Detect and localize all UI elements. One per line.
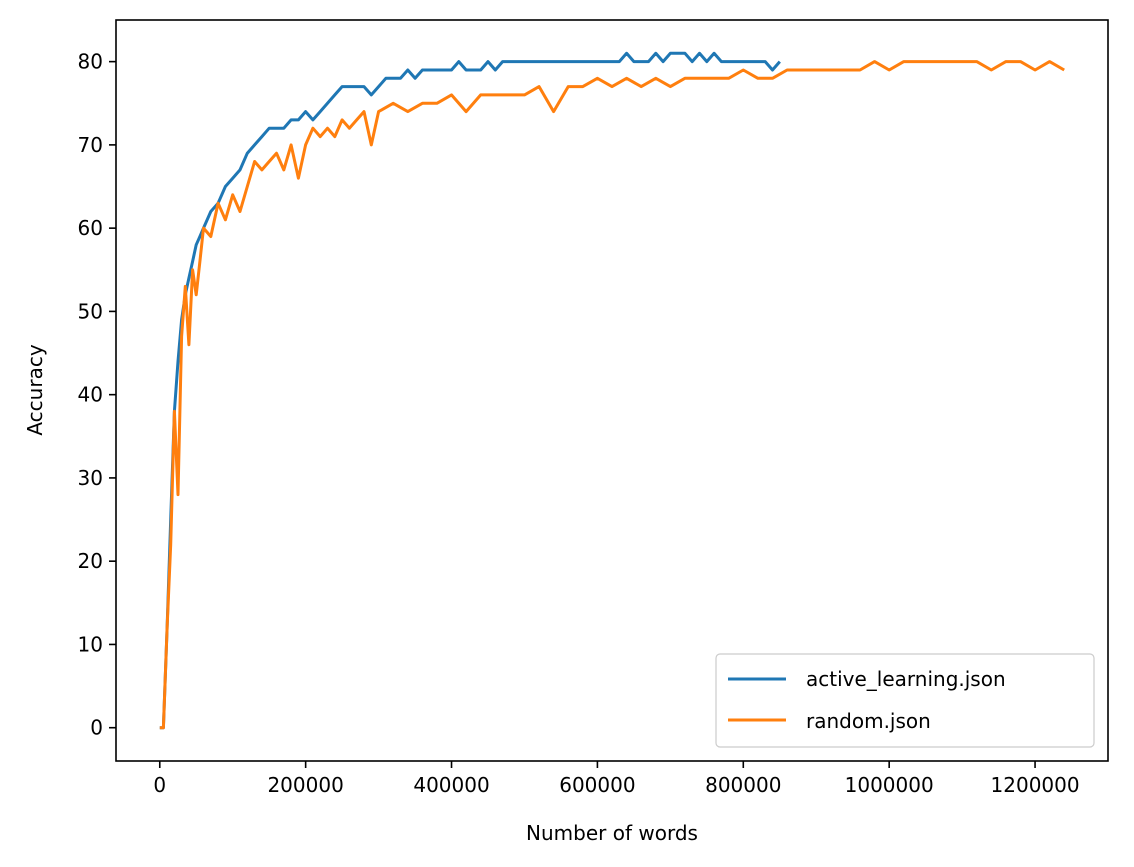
y-tick-label: 10 — [78, 632, 103, 656]
x-tick-label: 1200000 — [991, 773, 1080, 797]
y-tick-label: 20 — [78, 549, 103, 573]
axes-frame — [115, 19, 1109, 762]
y-tick-label: 70 — [78, 133, 103, 157]
series-line-active-learning-json — [159, 51, 781, 730]
legend-box — [715, 653, 1095, 748]
x-tick-label: 800000 — [705, 773, 781, 797]
y-tick-label: 50 — [78, 299, 103, 323]
x-axis: 0 200000 400000 600000 800000 1000000 1200000 — [153, 761, 1080, 797]
x-tick-label: 600000 — [559, 773, 635, 797]
y-axis-label: Accuracy — [23, 344, 47, 435]
legend: active_learning.json random.json — [715, 653, 1095, 748]
x-tick-label: 200000 — [267, 773, 343, 797]
y-tick-label: 60 — [78, 216, 103, 240]
y-tick-label: 30 — [78, 466, 103, 490]
y-tick-label: 80 — [78, 50, 103, 74]
y-tick-label: 0 — [90, 716, 103, 740]
plot-area — [159, 51, 1065, 730]
x-tick-label: 0 — [153, 773, 166, 797]
series-line-random-json — [159, 60, 1065, 730]
y-tick-label: 40 — [78, 383, 103, 407]
legend-label-active-learning: active_learning.json — [806, 667, 1006, 691]
x-tick-label: 400000 — [413, 773, 489, 797]
x-axis-label: Number of words — [526, 821, 698, 845]
x-tick-label: 1000000 — [845, 773, 934, 797]
y-axis: 0 10 20 30 40 50 60 70 80 — [78, 50, 116, 740]
legend-label-random: random.json — [806, 709, 931, 733]
